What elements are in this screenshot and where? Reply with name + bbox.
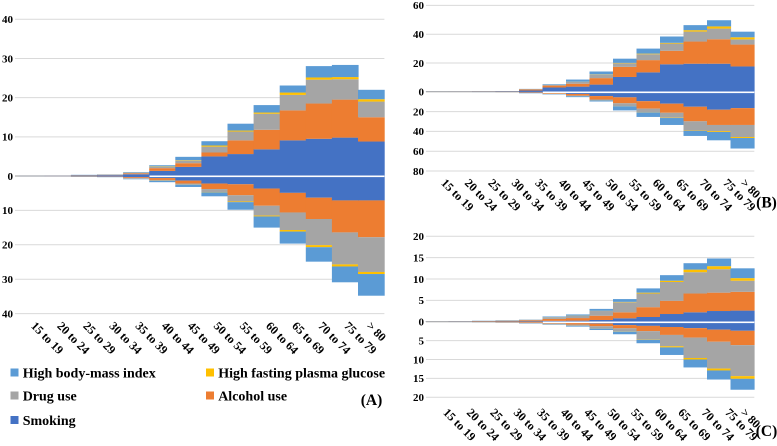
svg-text:Smoking: Smoking (23, 414, 76, 429)
svg-text:20: 20 (2, 240, 14, 252)
svg-text:5: 5 (419, 295, 425, 307)
svg-text:10: 10 (2, 205, 14, 217)
svg-text:20: 20 (413, 106, 425, 118)
svg-text:20: 20 (413, 58, 425, 70)
svg-text:40: 40 (413, 126, 425, 138)
svg-text:40: 40 (2, 308, 14, 320)
svg-text:(C): (C) (756, 423, 777, 440)
svg-text:10: 10 (413, 354, 425, 366)
svg-text:0: 0 (8, 171, 14, 183)
svg-text:High fasting plasma glucose: High fasting plasma glucose (218, 367, 385, 382)
svg-text:30: 30 (2, 53, 14, 65)
svg-text:40: 40 (2, 14, 14, 26)
svg-text:High body-mass index: High body-mass index (23, 367, 156, 382)
svg-text:Alcohol use: Alcohol use (218, 390, 287, 405)
svg-text:60: 60 (413, 0, 425, 12)
svg-text:40: 40 (413, 29, 425, 41)
svg-text:10: 10 (2, 132, 14, 144)
svg-text:60: 60 (413, 146, 425, 158)
svg-text:20: 20 (413, 392, 425, 404)
svg-text:Drug use: Drug use (23, 390, 77, 405)
svg-text:0: 0 (419, 87, 425, 99)
svg-text:30: 30 (2, 274, 14, 286)
svg-text:15: 15 (413, 252, 425, 264)
svg-text:20: 20 (2, 92, 14, 104)
svg-text:5: 5 (419, 335, 425, 347)
svg-text:(B): (B) (756, 195, 777, 212)
svg-text:20: 20 (413, 231, 425, 243)
svg-text:15: 15 (413, 373, 425, 385)
svg-text:80: 80 (413, 166, 425, 178)
svg-text:10: 10 (413, 274, 425, 286)
svg-text:0: 0 (419, 317, 425, 329)
svg-text:(A): (A) (361, 392, 383, 409)
